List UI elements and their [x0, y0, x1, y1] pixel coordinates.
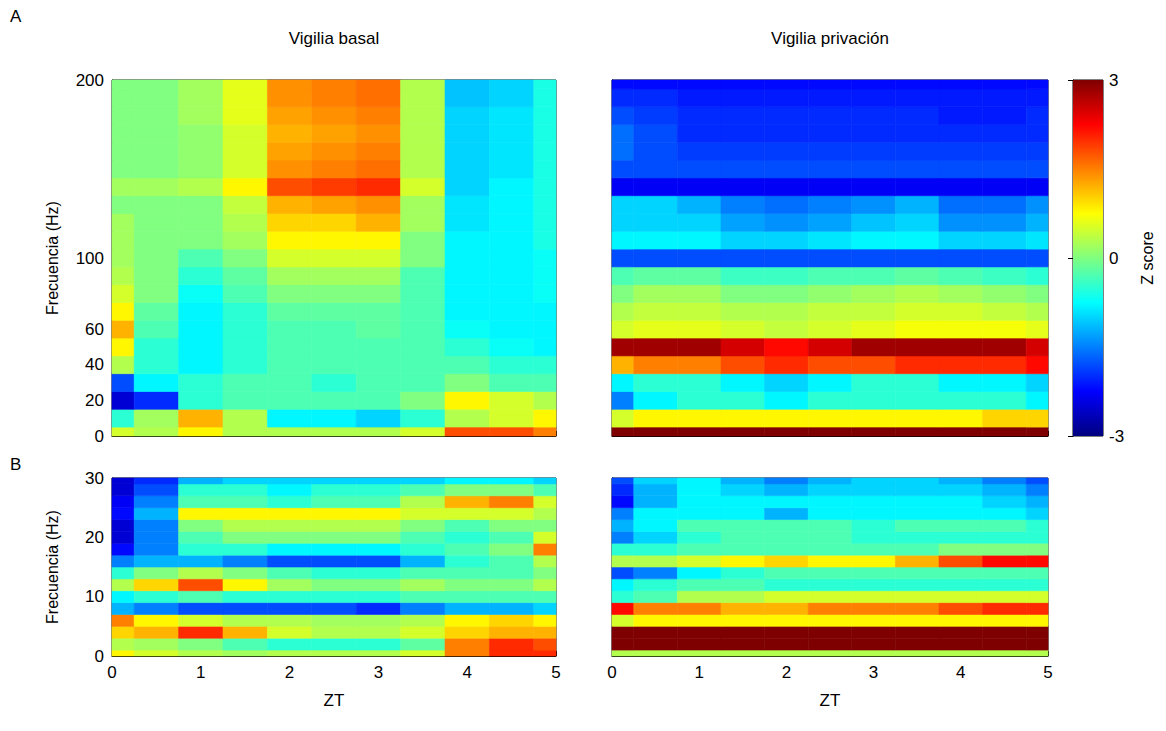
svg-text:0: 0	[107, 663, 116, 682]
svg-text:2: 2	[782, 663, 791, 682]
svg-text:Frecuencia (Hz): Frecuencia (Hz)	[44, 201, 61, 315]
svg-text:0: 0	[95, 427, 104, 446]
svg-text:40: 40	[85, 355, 104, 374]
svg-text:Vigilia basal: Vigilia basal	[289, 29, 379, 48]
svg-text:ZT: ZT	[820, 691, 841, 710]
svg-text:3: 3	[374, 663, 383, 682]
svg-text:20: 20	[85, 528, 104, 547]
svg-text:2: 2	[285, 663, 294, 682]
svg-text:B: B	[10, 455, 21, 474]
svg-text:4: 4	[956, 663, 965, 682]
svg-text:30: 30	[85, 469, 104, 488]
svg-text:ZT: ZT	[324, 691, 345, 710]
svg-text:200: 200	[76, 71, 104, 90]
svg-text:Frecuencia (Hz): Frecuencia (Hz)	[44, 510, 61, 624]
svg-text:1: 1	[196, 663, 205, 682]
svg-text:1: 1	[694, 663, 703, 682]
svg-text:0: 0	[95, 647, 104, 666]
svg-text:0: 0	[607, 663, 616, 682]
svg-text:0: 0	[1109, 249, 1118, 268]
svg-text:Vigilia privación: Vigilia privación	[771, 29, 889, 48]
svg-text:-3: -3	[1109, 427, 1124, 446]
svg-text:3: 3	[869, 663, 878, 682]
svg-text:100: 100	[76, 249, 104, 268]
svg-text:20: 20	[85, 391, 104, 410]
svg-text:10: 10	[85, 587, 104, 606]
svg-text:60: 60	[85, 320, 104, 339]
svg-text:5: 5	[1043, 663, 1052, 682]
svg-text:Z score: Z score	[1139, 231, 1156, 284]
svg-text:4: 4	[462, 663, 471, 682]
svg-text:A: A	[10, 7, 22, 26]
svg-text:3: 3	[1109, 71, 1118, 90]
svg-text:5: 5	[551, 663, 560, 682]
